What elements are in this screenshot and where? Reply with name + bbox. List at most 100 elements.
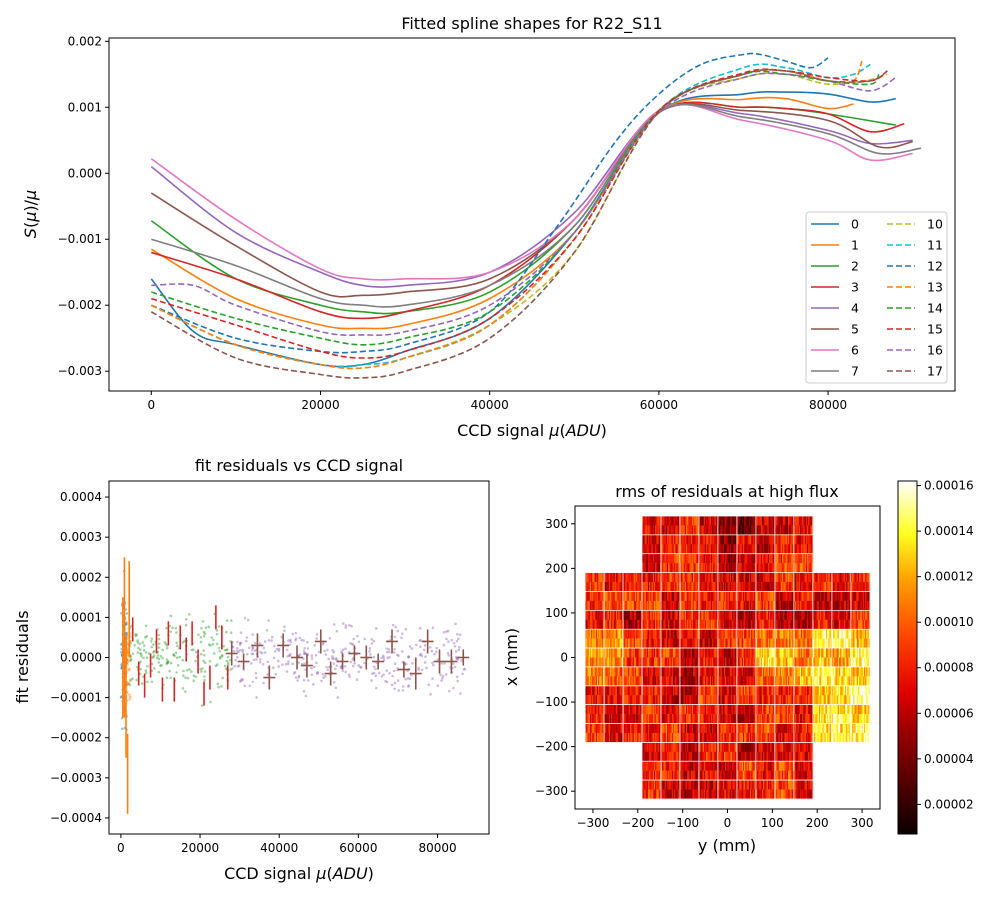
- residual-point: [128, 684, 131, 687]
- residual-point: [315, 654, 318, 657]
- residual-point: [375, 627, 378, 630]
- residuals-x-tick-label: 40000: [260, 841, 298, 855]
- residual-point: [296, 679, 299, 682]
- residual-point: [230, 619, 233, 622]
- residual-point: [352, 665, 355, 668]
- residual-point: [433, 653, 436, 656]
- residual-point: [141, 682, 144, 685]
- residual-point: [188, 668, 191, 671]
- residual-point: [407, 677, 410, 680]
- residual-point: [457, 649, 460, 652]
- residual-point: [442, 675, 445, 678]
- residual-point: [139, 652, 142, 655]
- residuals-chart-title: fit residuals vs CCD signal: [195, 456, 403, 475]
- residual-point: [327, 658, 330, 661]
- residual-point: [388, 672, 391, 675]
- residual-point: [435, 650, 438, 653]
- residual-point: [458, 646, 461, 649]
- residual-point: [135, 634, 138, 637]
- residual-point: [325, 653, 328, 656]
- residual-point: [182, 674, 185, 677]
- residual-point: [353, 662, 356, 665]
- residual-point: [195, 651, 198, 654]
- residual-point: [456, 675, 459, 678]
- residual-point: [160, 655, 163, 658]
- legend-label-13: 13: [927, 280, 943, 295]
- residuals-y-tick-label: −0.0003: [50, 771, 102, 785]
- residual-point: [250, 653, 253, 656]
- residual-point: [349, 642, 352, 645]
- series-line-10: [151, 73, 887, 368]
- residual-point: [161, 649, 164, 652]
- residual-point: [349, 661, 352, 664]
- residual-point: [443, 662, 446, 665]
- spline-y-tick-label: −0.001: [58, 232, 102, 246]
- residual-point: [200, 641, 203, 644]
- residual-point: [166, 658, 169, 661]
- residual-point: [150, 646, 153, 649]
- residual-point: [156, 657, 159, 660]
- residual-point: [402, 685, 405, 688]
- residual-point: [310, 673, 313, 676]
- residual-point: [350, 625, 353, 628]
- residual-point: [190, 670, 193, 673]
- residual-point: [455, 650, 458, 653]
- residual-point: [382, 673, 385, 676]
- residual-point: [401, 632, 404, 635]
- residual-point: [304, 652, 307, 655]
- residuals-y-tick-label: 0.0001: [60, 610, 102, 624]
- residual-point: [423, 648, 426, 651]
- residual-point: [291, 663, 294, 666]
- residual-point: [394, 635, 397, 638]
- residual-point: [240, 642, 243, 645]
- residual-point: [274, 650, 277, 653]
- residual-point: [363, 662, 366, 665]
- residual-point: [212, 639, 215, 642]
- residual-point: [273, 645, 276, 648]
- residual-point: [248, 647, 251, 650]
- residual-point: [136, 651, 139, 654]
- residual-point: [146, 665, 149, 668]
- residual-point: [370, 679, 373, 682]
- residual-point: [380, 656, 383, 659]
- residual-point: [255, 677, 258, 680]
- residual-point: [443, 631, 446, 634]
- residual-point: [255, 672, 258, 675]
- residual-point: [341, 670, 344, 673]
- heatmap-title: rms of residuals at high flux: [615, 482, 838, 501]
- residual-point: [336, 630, 339, 633]
- residual-point: [175, 631, 178, 634]
- residual-point: [202, 620, 205, 623]
- residual-point: [201, 704, 204, 707]
- residual-point: [276, 648, 279, 651]
- residual-point: [202, 649, 205, 652]
- residual-point: [157, 634, 160, 637]
- residual-point: [169, 676, 172, 679]
- residual-point: [133, 644, 136, 647]
- residual-point: [369, 647, 372, 650]
- residual-point: [452, 662, 455, 665]
- residual-point: [151, 680, 154, 683]
- residual-point: [239, 649, 242, 652]
- residual-point: [295, 676, 298, 679]
- residual-point: [240, 679, 243, 682]
- residual-point: [322, 673, 325, 676]
- residual-point: [128, 698, 131, 701]
- residual-point: [397, 689, 400, 692]
- residuals-x-tick-label: 60000: [339, 841, 377, 855]
- residual-point: [424, 655, 427, 658]
- residual-point: [178, 656, 181, 659]
- residual-point: [219, 650, 222, 653]
- residual-point: [459, 634, 462, 637]
- residual-point: [400, 637, 403, 640]
- residual-point: [259, 661, 262, 664]
- residual-point: [333, 662, 336, 665]
- residuals-y-ticks: −0.0004−0.0003−0.0002−0.00010.00000.0001…: [50, 490, 109, 825]
- residual-point: [200, 653, 203, 656]
- residual-point: [231, 667, 234, 670]
- residual-point: [316, 633, 319, 636]
- legend-label-14: 14: [927, 301, 943, 316]
- residual-point: [234, 665, 237, 668]
- residual-point: [247, 619, 250, 622]
